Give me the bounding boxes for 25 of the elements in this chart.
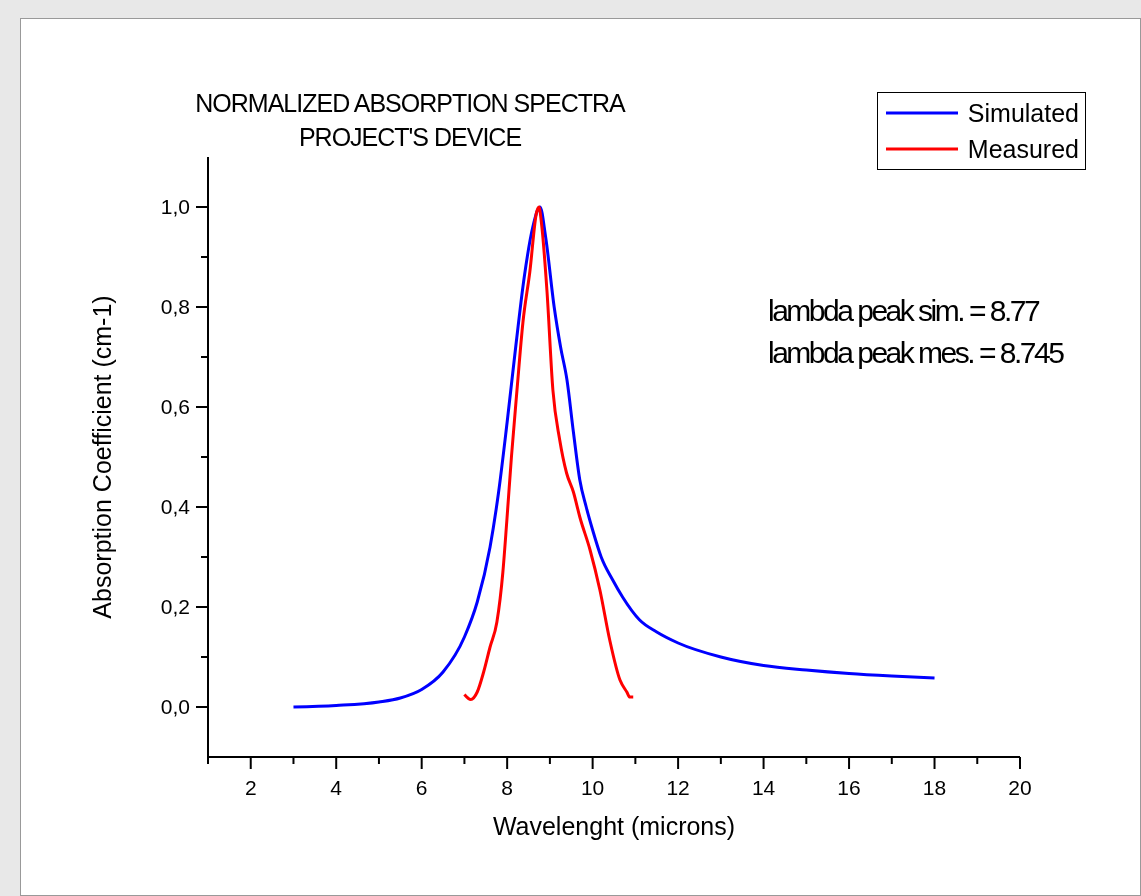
annotation: lambda peak sim. = 8.77 [768,293,1040,329]
x-tick-label: 16 [837,776,861,799]
y-axis-title: Absorption Coefficient (cm-1) [87,295,117,619]
legend-label: Measured [967,134,1079,164]
y-tick-label: 0,6 [160,395,190,418]
x-tick-label: 8 [501,776,513,799]
chart-title: NORMALIZED ABSORPTION SPECTRA [194,88,627,119]
chart-subtitle: PROJECT'S DEVICE [297,122,523,153]
x-tick-label: 12 [666,776,690,799]
x-tick-label: 18 [922,776,947,799]
x-tick-label: 4 [330,776,343,799]
x-tick-label: 14 [751,776,776,799]
y-tick-label: 0,8 [160,295,190,318]
x-tick-label: 10 [580,776,605,799]
x-tick-label: 20 [1008,776,1032,799]
y-tick-label: 0,0 [160,695,190,718]
x-tick-label: 6 [415,776,428,799]
line-series [462,205,635,701]
y-tick-label: 0,4 [160,495,191,518]
y-tick-label: 0,2 [160,595,190,618]
legend-label: Simulated [967,98,1079,128]
x-axis-title: Wavelenght (microns) [491,812,737,841]
x-tick-label: 2 [244,776,257,799]
y-tick-label: 1,0 [160,195,190,218]
annotation: lambda peak mes. = 8.745 [768,335,1063,371]
